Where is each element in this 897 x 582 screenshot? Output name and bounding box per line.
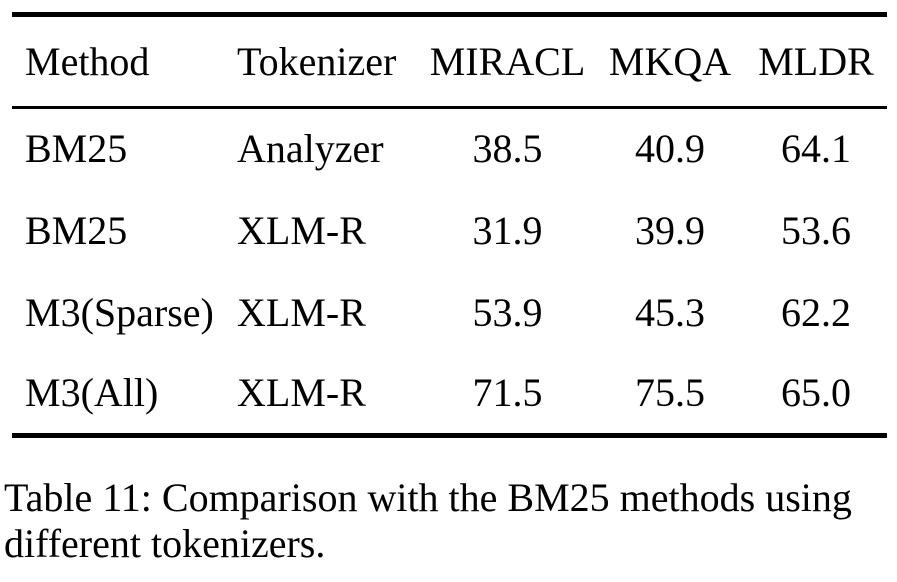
column-header-mkqa: MKQA bbox=[608, 38, 732, 84]
cell-mldr: 65.0 bbox=[781, 370, 851, 416]
cell-method: BM25 bbox=[25, 126, 128, 172]
column-header-mldr: MLDR bbox=[758, 38, 874, 84]
table-header: Method Tokenizer MIRACL MKQA MLDR bbox=[12, 15, 887, 108]
cell-mkqa: 75.5 bbox=[635, 370, 705, 416]
column-header-miracl: MIRACL bbox=[429, 38, 586, 84]
table-row: BM25 XLM-R 31.9 39.9 53.6 bbox=[12, 190, 887, 272]
cell-method: M3(Sparse) bbox=[25, 289, 214, 335]
cell-tokenizer: XLM-R bbox=[237, 370, 366, 416]
table-row: BM25 Analyzer 38.5 40.9 64.1 bbox=[12, 108, 887, 190]
cell-mldr: 62.2 bbox=[781, 289, 851, 335]
cell-method: M3(All) bbox=[25, 370, 159, 416]
cell-mkqa: 40.9 bbox=[635, 126, 705, 172]
cell-miracl: 38.5 bbox=[472, 126, 543, 172]
cell-mkqa: 45.3 bbox=[635, 289, 705, 335]
cell-mldr: 53.6 bbox=[781, 207, 851, 253]
table-row: M3(All) XLM-R 71.5 75.5 65.0 bbox=[12, 354, 887, 436]
cell-tokenizer: XLM-R bbox=[237, 289, 366, 335]
table-caption: Table 11: Comparison with the BM25 metho… bbox=[4, 475, 852, 566]
cell-mkqa: 39.9 bbox=[635, 207, 705, 253]
results-table: Method Tokenizer MIRACL MKQA MLDR BM25 A… bbox=[12, 12, 887, 438]
cell-mldr: 64.1 bbox=[781, 126, 851, 172]
cell-tokenizer: XLM-R bbox=[237, 207, 366, 253]
cell-miracl: 71.5 bbox=[472, 370, 543, 416]
column-header-method: Method bbox=[25, 38, 150, 84]
cell-tokenizer: Analyzer bbox=[237, 126, 384, 172]
table-body: BM25 Analyzer 38.5 40.9 64.1 BM25 XLM-R … bbox=[12, 108, 887, 436]
cell-miracl: 53.9 bbox=[472, 289, 543, 335]
cell-method: BM25 bbox=[25, 207, 128, 253]
cell-miracl: 31.9 bbox=[472, 207, 543, 253]
column-header-tokenizer: Tokenizer bbox=[237, 38, 397, 84]
header-row: Method Tokenizer MIRACL MKQA MLDR bbox=[12, 15, 887, 108]
table-row: M3(Sparse) XLM-R 53.9 45.3 62.2 bbox=[12, 272, 887, 354]
